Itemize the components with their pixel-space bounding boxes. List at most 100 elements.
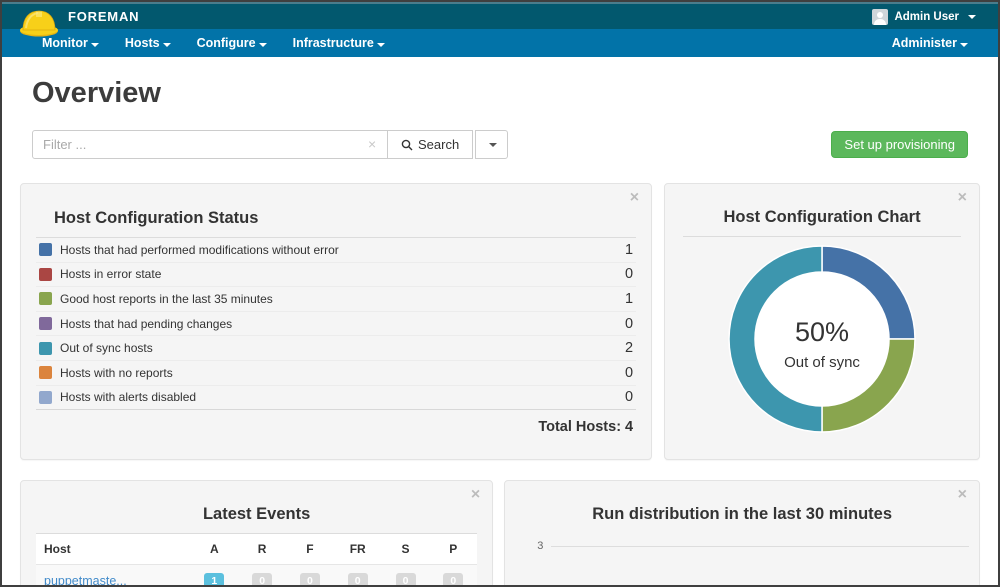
close-widget-icon[interactable]: × (629, 189, 640, 206)
status-count: 0 (625, 389, 634, 406)
event-count-badge: 1 (204, 573, 225, 585)
status-label: Good host reports in the last 35 minutes (60, 291, 273, 306)
chevron-down-icon (162, 43, 171, 47)
widget-title: Run distribution in the last 30 minutes (592, 505, 892, 523)
chevron-down-icon (258, 43, 267, 47)
dashboard-content: Overview × Search Set up provisioning (2, 77, 998, 587)
events-column-header: S (381, 533, 430, 565)
widget-title: Host Configuration Chart (723, 208, 921, 226)
status-color-swatch-icon (39, 243, 52, 257)
status-row: Hosts in error state 0 (36, 263, 637, 288)
nav-item-configure[interactable]: Configure (197, 29, 267, 57)
host-configuration-status-card: × Host Configuration Status Hosts that h… (20, 183, 653, 460)
status-color-swatch-icon (39, 317, 52, 331)
host-link[interactable]: puppetmaste... (44, 574, 127, 587)
status-label: Hosts in error state (60, 267, 162, 282)
status-label: Hosts that had pending changes (60, 316, 233, 331)
nav-item-infrastructure[interactable]: Infrastructure (293, 29, 385, 57)
events-table-row: puppetmaste... 1 0 0 0 0 0 (36, 564, 478, 587)
chevron-down-icon (90, 43, 99, 47)
top-bar: FOREMAN Admin User (2, 2, 998, 37)
event-count-badge: 0 (347, 573, 368, 585)
status-count: 0 (625, 315, 634, 332)
status-color-swatch-icon (39, 341, 52, 355)
event-count-badge: 0 (395, 573, 416, 585)
host-configuration-chart-card: × Host Configuration Chart 50% Out of syn… (664, 183, 980, 460)
status-color-swatch-icon (39, 267, 52, 281)
status-count: 0 (625, 266, 634, 283)
search-icon (401, 139, 413, 150)
events-column-header: P (429, 533, 478, 565)
events-column-header: FR (333, 533, 382, 565)
main-nav: Monitor Hosts Configure Infrastructure (2, 29, 411, 57)
nav-item-monitor[interactable]: Monitor (42, 29, 99, 57)
status-count: 2 (625, 340, 634, 357)
donut-segment[interactable] (728, 245, 823, 433)
foreman-hardhat-logo-icon[interactable] (18, 6, 60, 38)
status-row: Good host reports in the last 35 minutes… (36, 287, 637, 312)
status-count: 1 (625, 290, 634, 307)
chevron-down-icon (968, 14, 976, 19)
status-count: 0 (625, 364, 634, 381)
chevron-down-icon (960, 43, 968, 47)
filter-search-input[interactable] (32, 130, 388, 159)
search-toolbar: × Search Set up provisioning (32, 130, 968, 159)
status-list: Hosts that had performed modifications w… (36, 238, 637, 411)
status-label: Hosts that had performed modifications w… (60, 242, 339, 257)
nav-item-hosts[interactable]: Hosts (125, 29, 171, 57)
search-options-button[interactable] (475, 130, 509, 159)
latest-events-card: × Latest Events Host A R F FR S P puppetmaste.… (20, 480, 494, 587)
close-widget-icon[interactable]: × (957, 486, 967, 503)
status-label: Hosts with no reports (60, 365, 173, 380)
brand-title[interactable]: FOREMAN (68, 9, 140, 24)
events-column-header: F (286, 533, 334, 565)
close-widget-icon[interactable]: × (470, 486, 481, 503)
search-input-group: × Search (32, 130, 509, 159)
user-menu[interactable]: Admin User (872, 4, 976, 29)
status-row: Out of sync hosts 2 (36, 336, 637, 361)
status-label: Out of sync hosts (60, 341, 153, 356)
events-column-header: Host (36, 533, 191, 565)
donut-center-label: Out of sync (784, 354, 860, 371)
chevron-down-icon (376, 43, 385, 47)
event-count-badge: 0 (443, 573, 464, 585)
status-color-swatch-icon (39, 390, 52, 404)
widgets-row-1: × Host Configuration Status Hosts that h… (20, 183, 980, 460)
page-title: Overview (32, 77, 161, 109)
secondary-nav: Administer (852, 29, 998, 57)
main-navbar: Monitor Hosts Configure Infrastructure A… (2, 29, 998, 57)
status-row: Hosts with alerts disabled 0 (36, 386, 637, 411)
divider (683, 236, 961, 237)
search-button[interactable]: Search (387, 130, 474, 159)
status-row: Hosts that had performed modifications w… (36, 238, 637, 263)
clear-input-icon[interactable]: × (368, 136, 377, 152)
status-color-swatch-icon (39, 366, 52, 380)
status-color-swatch-icon (39, 292, 52, 306)
setup-provisioning-button[interactable]: Set up provisioning (831, 131, 968, 158)
divider (36, 237, 637, 238)
chevron-down-icon (489, 142, 498, 147)
status-count: 1 (625, 241, 634, 258)
user-avatar-icon (872, 8, 889, 25)
events-column-header: A (190, 533, 239, 565)
nav-item-administer[interactable]: Administer (892, 29, 968, 57)
gridline (551, 545, 969, 547)
search-button-label: Search (418, 137, 460, 152)
status-label: Hosts with alerts disabled (60, 390, 197, 405)
run-distribution-card: × Run distribution in the last 30 minute… (504, 480, 980, 585)
widgets-row-2: × Latest Events Host A R F FR S P puppetmaste.… (20, 480, 980, 587)
run-distribution-chart: 3 (537, 540, 969, 552)
event-count-badge: 0 (299, 573, 320, 585)
widget-title: Latest Events (202, 505, 311, 523)
donut-chart: 50% Out of sync (665, 243, 979, 435)
latest-events-table: Host A R F FR S P puppetmaste... 1 0 0 0 0 0 (36, 533, 478, 587)
donut-center-value: 50% (795, 317, 849, 347)
user-name: Admin User (894, 10, 959, 23)
y-axis-tick: 3 (537, 540, 544, 552)
widget-title: Host Configuration Status (54, 209, 259, 227)
close-widget-icon[interactable]: × (957, 189, 967, 206)
event-count-badge: 0 (252, 573, 273, 585)
total-hosts-label: Total Hosts: 4 (538, 419, 634, 436)
events-column-header: R (238, 533, 287, 565)
